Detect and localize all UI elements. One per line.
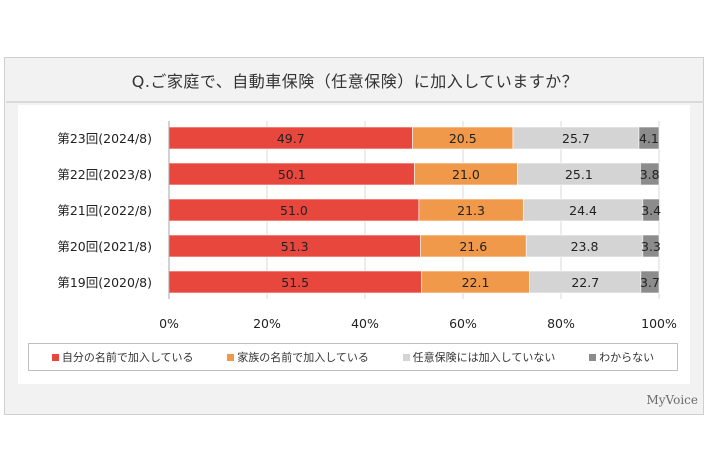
legend-item: 家族の名前で加入している (227, 349, 369, 365)
x-tick-label: 0% (159, 316, 179, 331)
category-label: 第19回(2020/8) (57, 275, 152, 290)
category-label: 第22回(2023/8) (57, 167, 152, 182)
data-label: 3.8 (640, 167, 660, 182)
category-label: 第23回(2024/8) (57, 131, 152, 146)
legend-item: 自分の名前で加入している (51, 349, 194, 365)
x-tick-label: 20% (253, 316, 281, 331)
legend-item: 任意保険には加入していない (402, 349, 556, 365)
legend-swatch (402, 353, 410, 361)
legend: 自分の名前で加入している 家族の名前で加入している 任意保険には加入していない わから… (28, 343, 678, 371)
chart-title: Q.ご家庭で、自動車保険（任意保険）に加入していますか？ (131, 72, 579, 91)
data-label: 51.0 (280, 203, 308, 218)
data-label: 21.6 (459, 239, 487, 254)
data-label: 22.7 (571, 275, 599, 290)
category-label: 第20回(2021/8) (57, 239, 152, 254)
x-tick-label: 40% (351, 316, 379, 331)
x-tick-label: 80% (547, 316, 575, 331)
data-label: 25.7 (562, 131, 590, 146)
data-label: 20.5 (449, 131, 477, 146)
data-label: 21.3 (457, 203, 485, 218)
legend-label: 家族の名前で加入している (237, 351, 369, 364)
data-label: 24.4 (569, 203, 597, 218)
data-label: 3.3 (641, 239, 661, 254)
legend-label: わからない (599, 351, 655, 364)
data-label: 21.0 (452, 167, 480, 182)
data-label: 50.1 (278, 167, 306, 182)
x-tick-label: 60% (449, 316, 477, 331)
legend-label: 自分の名前で加入している (61, 351, 194, 364)
data-label: 23.8 (571, 239, 599, 254)
data-label: 4.1 (639, 131, 659, 146)
data-label: 25.1 (565, 167, 593, 182)
brand-logo: MyVoice (646, 393, 698, 407)
data-label: 22.1 (462, 275, 490, 290)
x-tick-label: 100% (641, 316, 677, 331)
legend-swatch (227, 353, 235, 361)
category-label: 第21回(2022/8) (57, 203, 152, 218)
title-divider (6, 101, 704, 103)
legend-label: 任意保険には加入していない (412, 351, 556, 364)
data-label: 51.3 (281, 239, 309, 254)
bar-segment (642, 198, 660, 222)
bar-segment (640, 162, 660, 186)
bar-segment (638, 126, 660, 150)
data-label: 51.5 (281, 275, 309, 290)
bar-segment (640, 270, 660, 294)
data-label: 49.7 (277, 131, 305, 146)
legend-swatch (51, 353, 59, 361)
legend-swatch (589, 353, 597, 361)
data-label: 3.7 (640, 275, 660, 290)
data-label: 3.4 (641, 203, 661, 218)
legend-item: わからない (589, 349, 654, 365)
bar-segment (642, 234, 660, 258)
